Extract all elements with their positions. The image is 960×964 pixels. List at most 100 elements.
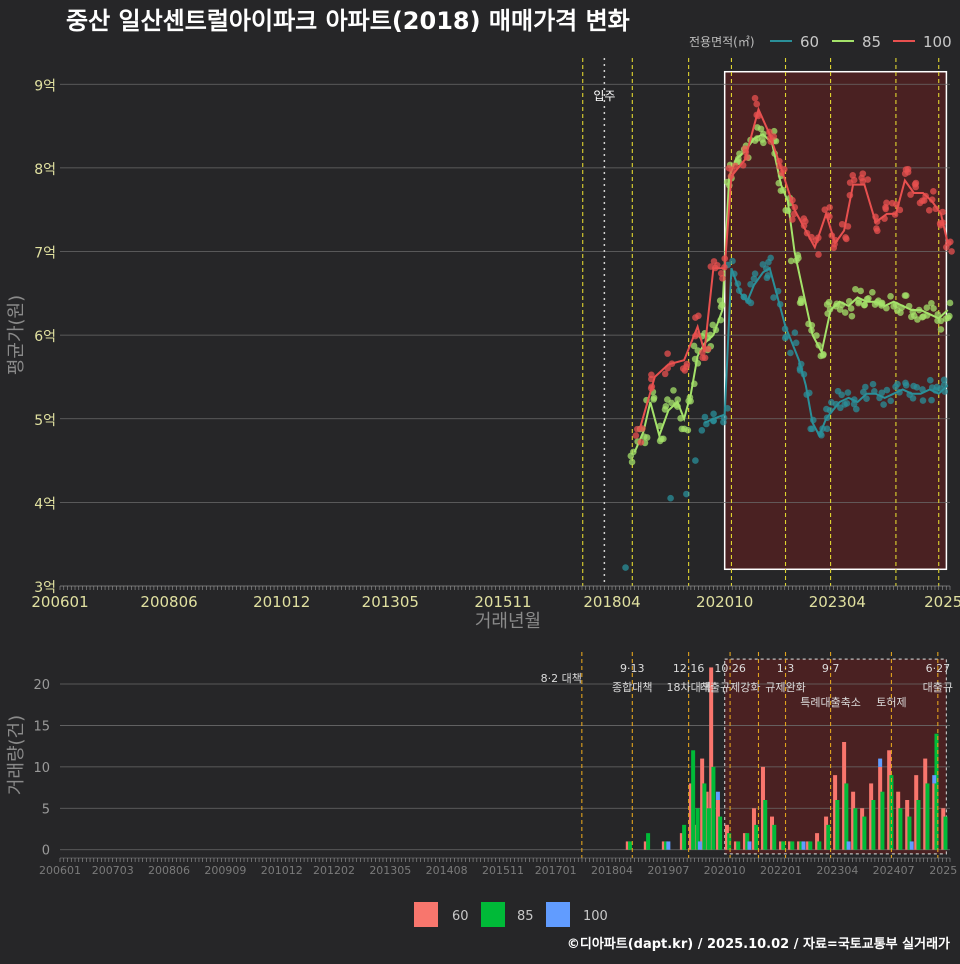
bottom-y-axis-title: 거래량(건) [6, 715, 27, 795]
price-point-60 [770, 294, 777, 301]
price-point-100 [911, 181, 919, 188]
price-point-100 [873, 225, 880, 232]
volume-bar-85 [844, 783, 849, 850]
price-point-100 [632, 432, 640, 439]
bottom-x-tick-label: 201202 [313, 864, 355, 877]
price-point-85 [923, 304, 931, 312]
price-point-100 [948, 248, 955, 255]
price-point-60 [880, 401, 887, 408]
volume-bar-60 [869, 783, 874, 850]
price-point-100 [719, 275, 726, 282]
price-point-60 [860, 388, 867, 396]
volume-bar-100 [801, 841, 806, 850]
volume-bar-85 [727, 833, 732, 850]
price-point-100 [821, 206, 829, 213]
price-point-85 [944, 314, 952, 322]
volume-bar-85 [799, 841, 804, 850]
price-point-60 [841, 401, 848, 408]
price-point-60 [792, 339, 800, 347]
price-point-100 [858, 174, 865, 182]
price-point-60 [844, 389, 852, 396]
price-point-60 [863, 395, 870, 402]
volume-bar-85 [817, 841, 822, 850]
price-point-85 [890, 303, 898, 310]
volume-bar-85 [826, 824, 831, 850]
legend-bottom: 60 85 100 [414, 902, 608, 927]
price-point-60 [887, 397, 895, 405]
volume-bar-60 [643, 841, 648, 850]
policy-label-desc: 토허제 [876, 696, 906, 709]
volume-bar-60 [797, 841, 802, 850]
price-line-60 [703, 266, 949, 438]
volume-bar-85 [711, 766, 716, 850]
top-x-tick-label: 200806 [140, 593, 197, 611]
volume-bar-60 [709, 667, 714, 850]
price-point-60 [747, 299, 755, 307]
volume-bar-60 [742, 833, 747, 850]
policy-label-desc: 특례대출축소 [800, 696, 861, 709]
price-point-60 [919, 397, 927, 404]
price-point-100 [800, 215, 808, 222]
price-point-85 [946, 299, 954, 307]
bottom-y-tick-label: 10 [33, 761, 50, 776]
price-point-85 [928, 299, 935, 307]
top-x-tick-label: 201012 [253, 593, 310, 611]
price-point-100 [846, 179, 854, 186]
volume-bar-100 [715, 791, 720, 800]
bottom-x-tick-label: 200703 [92, 864, 134, 877]
volume-bar-85 [745, 833, 750, 850]
volume-bar-85 [702, 783, 707, 850]
price-point-85 [787, 257, 795, 265]
bottom-x-tick-label: 202407 [873, 864, 915, 877]
volume-bar-85 [835, 800, 840, 850]
price-point-100 [925, 207, 933, 214]
price-point-100 [683, 360, 691, 368]
price-line-85 [633, 133, 949, 453]
price-point-85 [709, 321, 717, 329]
policy-label-desc: 대출규제강화 [700, 681, 761, 694]
price-point-60 [622, 564, 629, 571]
bottom-x-tick-label: 201701 [535, 864, 577, 877]
price-point-85 [897, 309, 904, 316]
volume-bar-60 [833, 775, 838, 850]
bottom-y-tick-label: 0 [42, 844, 50, 859]
bottom-x-tick-label: 201012 [261, 864, 303, 877]
price-point-60 [698, 427, 706, 434]
price-point-60 [781, 334, 789, 342]
legend-label-60: 60 [800, 33, 819, 51]
bottom-x-tick-label: 200806 [148, 864, 190, 877]
volume-bar-85 [934, 733, 939, 850]
price-point-60 [853, 405, 860, 413]
bottom-x-tick-label: 202304 [816, 864, 858, 877]
volume-bar-100 [747, 841, 752, 850]
bottom-x-tick-label: 200601 [39, 864, 81, 877]
price-point-60 [909, 395, 917, 402]
bottom-y-tick-label: 20 [33, 678, 50, 693]
price-point-100 [789, 216, 796, 223]
policy-label: 8·2 대책 [541, 672, 582, 685]
price-point-60 [701, 413, 709, 421]
volume-bar-85 [916, 800, 921, 850]
price-point-60 [862, 383, 869, 391]
policy-label-desc: 대출규 [923, 681, 953, 694]
volume-bar-100 [846, 841, 851, 850]
volume-bar-60 [887, 750, 892, 850]
top-y-tick-label: 4억 [34, 496, 56, 512]
price-point-60 [759, 261, 767, 268]
volume-bar-60 [704, 791, 709, 850]
volume-bar-85 [754, 824, 759, 850]
price-point-60 [751, 270, 759, 278]
top-y-tick-label: 6억 [34, 329, 56, 345]
price-point-100 [710, 258, 718, 265]
highlight-box [723, 70, 948, 571]
policy-label-desc: 종합대책 [612, 681, 652, 694]
volume-bar-85 [763, 800, 768, 850]
volume-bar-85 [853, 808, 858, 850]
legend-swatch-100 [546, 902, 570, 927]
price-point-100 [849, 172, 857, 179]
price-point-60 [913, 384, 921, 391]
volume-bar-60 [851, 791, 856, 850]
legend-swatch-85 [481, 902, 505, 927]
volume-bar-60 [815, 833, 820, 850]
chart-title: 중산 일산센트럴아이파크 아파트(2018) 매매가격 변화 [66, 7, 630, 35]
